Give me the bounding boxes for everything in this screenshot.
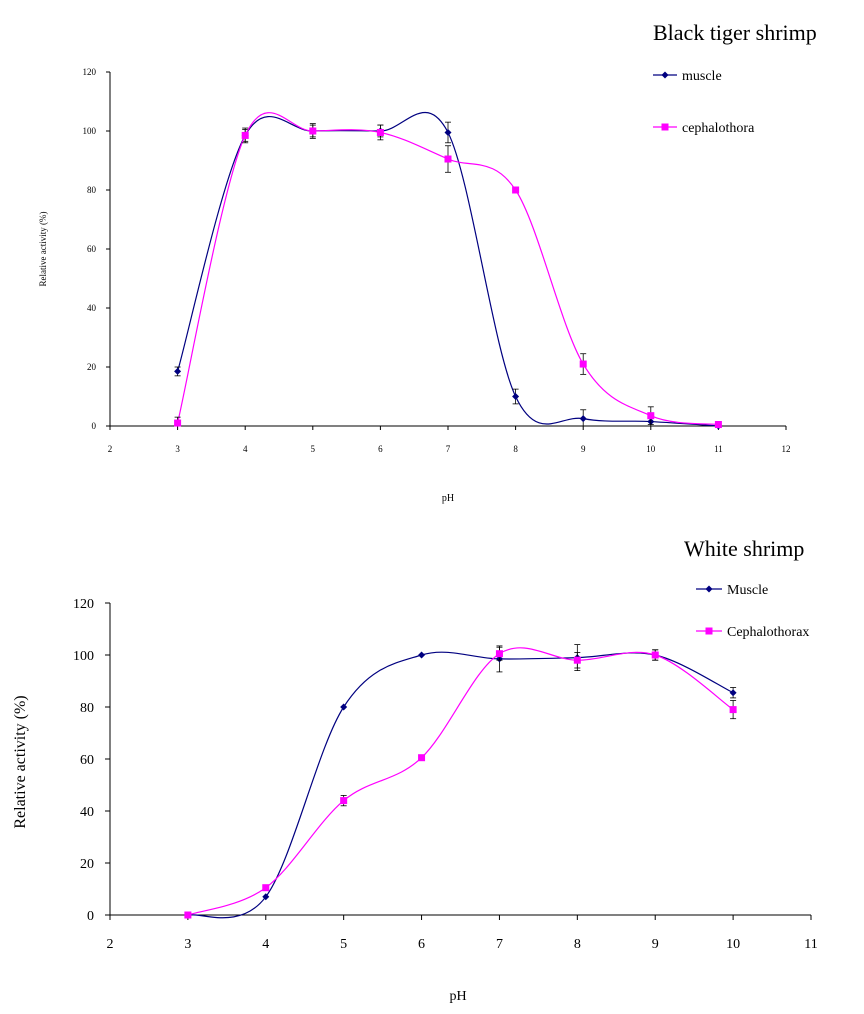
- x-tick-label: 2: [107, 937, 114, 952]
- y-tick-label: 0: [92, 421, 97, 431]
- x-tick-label: 10: [726, 937, 740, 952]
- y-tick-label: 20: [87, 362, 97, 372]
- x-tick-label: 10: [646, 444, 656, 454]
- series-line-muscle: [187, 651, 734, 919]
- x-tick-label: 3: [184, 937, 191, 952]
- x-tick-label: 4: [262, 937, 269, 952]
- y-axis-label: Relative activity (%): [38, 212, 48, 287]
- data-point-cephalothorax: [495, 650, 503, 658]
- legend-label-muscle: Muscle: [727, 583, 768, 598]
- data-point-muscle: [729, 689, 737, 697]
- y-tick-label: 80: [87, 185, 97, 195]
- data-point-muscle: [262, 893, 270, 901]
- data-point-cephalothorax: [573, 656, 581, 664]
- y-tick-label: 120: [73, 597, 94, 612]
- x-tick-label: 7: [496, 937, 503, 952]
- legend-marker-diamond: [661, 71, 669, 79]
- axes: 0 20 40 60 80 100 120 2 3 4 5 6 7 8 9 10 11 12: [83, 67, 791, 454]
- y-tick-label: 100: [73, 649, 94, 664]
- y-tick-label: 20: [80, 857, 94, 872]
- y-tick-label: 120: [83, 67, 97, 77]
- data-point-cephalothorax: [262, 884, 270, 892]
- legend-marker-square: [661, 123, 669, 131]
- x-tick-label: 11: [714, 444, 723, 454]
- x-tick-label: 7: [446, 444, 451, 454]
- chart-white-shrimp: White shrimp Relative activity (%) pH 02…: [12, 536, 818, 1004]
- axes: 0 20 40 60 80 100 120 2 3 4 5 6 7 8 9 10 11: [73, 597, 818, 952]
- data-point-muscle: [512, 393, 520, 400]
- data-point-cephalothora: [444, 155, 452, 163]
- x-tick-label: 8: [513, 444, 518, 454]
- data-point-muscle: [418, 651, 426, 659]
- legend: Muscle Cephalothorax: [696, 583, 809, 640]
- data-point-muscle: [340, 703, 348, 711]
- data-point-muscle: [579, 415, 587, 423]
- chart-black-tiger-shrimp: Black tiger shrimp Relative activity (%)…: [38, 20, 817, 504]
- data-point-cephalothorax: [184, 911, 192, 919]
- x-axis-label: pH: [442, 493, 454, 504]
- chart-title: White shrimp: [684, 536, 804, 561]
- x-axis-label: pH: [449, 989, 466, 1004]
- x-tick-label: 12: [782, 444, 791, 454]
- data-point-cephalothora: [241, 131, 249, 139]
- y-tick-label: 0: [87, 909, 94, 924]
- series-line-cephalothorax: [187, 647, 734, 916]
- y-tick-label: 80: [80, 701, 94, 716]
- y-tick-label: 100: [83, 126, 97, 136]
- x-tick-label: 4: [243, 444, 248, 454]
- legend-marker-square: [705, 627, 713, 635]
- x-tick-label: 2: [108, 444, 113, 454]
- x-tick-label: 11: [804, 937, 817, 952]
- data-point-cephalothorax: [651, 651, 659, 659]
- data-point-cephalothorax: [418, 754, 426, 762]
- x-tick-label: 9: [652, 937, 659, 952]
- y-tick-label: 60: [87, 244, 97, 254]
- x-tick-label: 3: [175, 444, 180, 454]
- data-point-muscle: [174, 367, 182, 375]
- x-tick-label: 5: [311, 444, 316, 454]
- data-point-cephalothora: [512, 186, 520, 194]
- x-tick-label: 5: [340, 937, 347, 952]
- legend-label-muscle: muscle: [682, 69, 722, 84]
- y-tick-label: 60: [80, 753, 94, 768]
- data-point-cephalothora: [714, 421, 722, 429]
- data-point-cephalothora: [647, 412, 655, 420]
- data-point-cephalothora: [579, 360, 587, 368]
- legend: muscle cephalothora: [653, 69, 755, 136]
- plot-area: [174, 111, 722, 430]
- x-tick-label: 9: [581, 444, 586, 454]
- data-point-cephalothorax: [340, 797, 348, 805]
- x-tick-label: 8: [574, 937, 581, 952]
- chart-title: Black tiger shrimp: [653, 20, 817, 45]
- plot-area: [184, 644, 737, 919]
- data-point-cephalothora: [309, 127, 317, 135]
- legend-marker-diamond: [705, 585, 713, 593]
- legend-label-cephalothorax: Cephalothorax: [727, 625, 809, 640]
- data-point-cephalothorax: [729, 706, 737, 714]
- data-point-cephalothora: [174, 419, 182, 427]
- x-tick-label: 6: [378, 444, 383, 454]
- x-tick-label: 6: [418, 937, 425, 952]
- y-axis-label: Relative activity (%): [12, 695, 29, 828]
- y-tick-label: 40: [80, 805, 94, 820]
- data-point-muscle: [444, 128, 452, 136]
- legend-label-cephalothora: cephalothora: [682, 121, 755, 136]
- data-point-cephalothora: [376, 128, 384, 136]
- y-tick-label: 40: [87, 303, 97, 313]
- series-line-cephalothora: [177, 112, 719, 426]
